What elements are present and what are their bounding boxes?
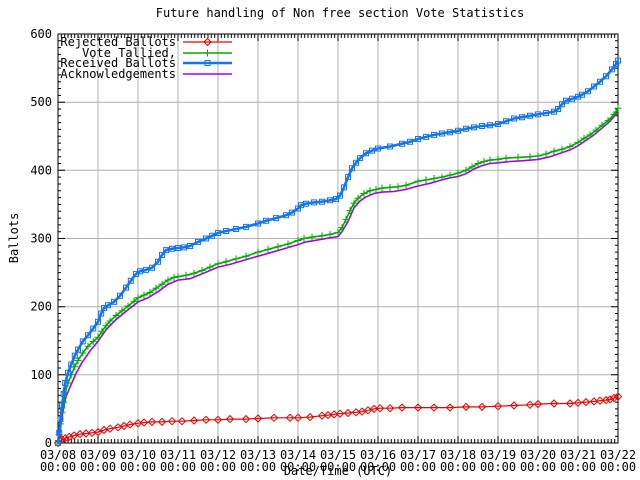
legend-entry-acknowledgements: Acknowledgements [60,67,232,81]
x-major-ticks [57,34,619,443]
x-minor-ticks [60,34,616,443]
y-tick-labels: 0 100 200 300 400 500 600 [30,27,52,450]
x-tick-date-label: 03/12 [200,448,236,462]
x-tick-time-label: 00:00 [600,460,636,474]
x-tick-date-label: 03/18 [440,448,476,462]
y-tick-label: 600 [30,27,52,41]
axes [57,33,619,444]
x-axis-title: Date/Time (UTC) [284,464,392,478]
x-tick-time-label: 00:00 [440,460,476,474]
y-axis-title: Ballots [7,213,21,264]
x-tick-date-label: 03/17 [400,448,436,462]
legend-label: Received Ballots [60,56,176,70]
series-received-ballots [55,57,621,446]
legend-label: Rejected Ballots [60,35,176,49]
y-tick-label: 0 [45,436,52,450]
x-tick-date-label: 03/11 [160,448,196,462]
series-line [57,109,619,444]
plot-area: 010020030040050060003/0800:0003/0900:000… [30,27,636,474]
series-acknowledgements [57,109,619,444]
x-tick-time-label: 00:00 [520,460,556,474]
x-tick-time-label: 00:00 [40,460,76,474]
series-line [57,396,619,444]
series-vote-tallied [54,104,622,447]
legend-marker-square-icon [204,60,211,66]
x-tick-time-label: 00:00 [560,460,596,474]
chart-title: Future handling of Non free section Vote… [156,6,524,20]
legend-marker-diamond-icon [203,37,212,47]
x-tick-time-label: 00:00 [240,460,276,474]
legend-label: Vote Tallied, [82,46,176,60]
legend-entry-rejected-ballots: Rejected Ballots [60,35,232,49]
y-tick-label: 100 [30,368,52,382]
x-tick-date-label: 03/10 [120,448,156,462]
series-markers [55,57,621,446]
x-tick-date-label: 03/19 [480,448,516,462]
x-tick-time-label: 00:00 [480,460,516,474]
x-tick-time-label: 00:00 [360,460,396,474]
x-tick-labels: 03/0800:0003/0900:0003/1000:0003/1100:00… [40,448,636,474]
x-tick-time-label: 00:00 [320,460,356,474]
x-tick-date-label: 03/15 [320,448,356,462]
x-tick-date-label: 03/20 [520,448,556,462]
x-tick-time-label: 00:00 [160,460,196,474]
x-tick-date-label: 03/09 [80,448,116,462]
legend-marker-plus-icon [204,49,211,57]
y-tick-label: 500 [30,95,52,109]
legend-entry-vote-tallied: Vote Tallied, [82,46,232,60]
x-tick-date-label: 03/22 [600,448,636,462]
x-tick-date-label: 03/21 [560,448,596,462]
x-tick-date-label: 03/08 [40,448,76,462]
x-tick-date-label: 03/13 [240,448,276,462]
x-tick-date-label: 03/16 [360,448,396,462]
legend-entry-received-ballots: Received Ballots [60,56,232,70]
y-tick-label: 300 [30,232,52,246]
x-tick-time-label: 00:00 [400,460,436,474]
x-tick-time-label: 00:00 [200,460,236,474]
y-tick-label: 200 [30,300,52,314]
x-tick-time-label: 00:00 [280,460,316,474]
x-tick-time-label: 00:00 [120,460,156,474]
gridlines [58,34,618,443]
legend-label: Acknowledgements [60,67,176,81]
y-tick-label: 400 [30,163,52,177]
x-tick-date-label: 03/14 [280,448,316,462]
x-tick-time-label: 00:00 [80,460,116,474]
